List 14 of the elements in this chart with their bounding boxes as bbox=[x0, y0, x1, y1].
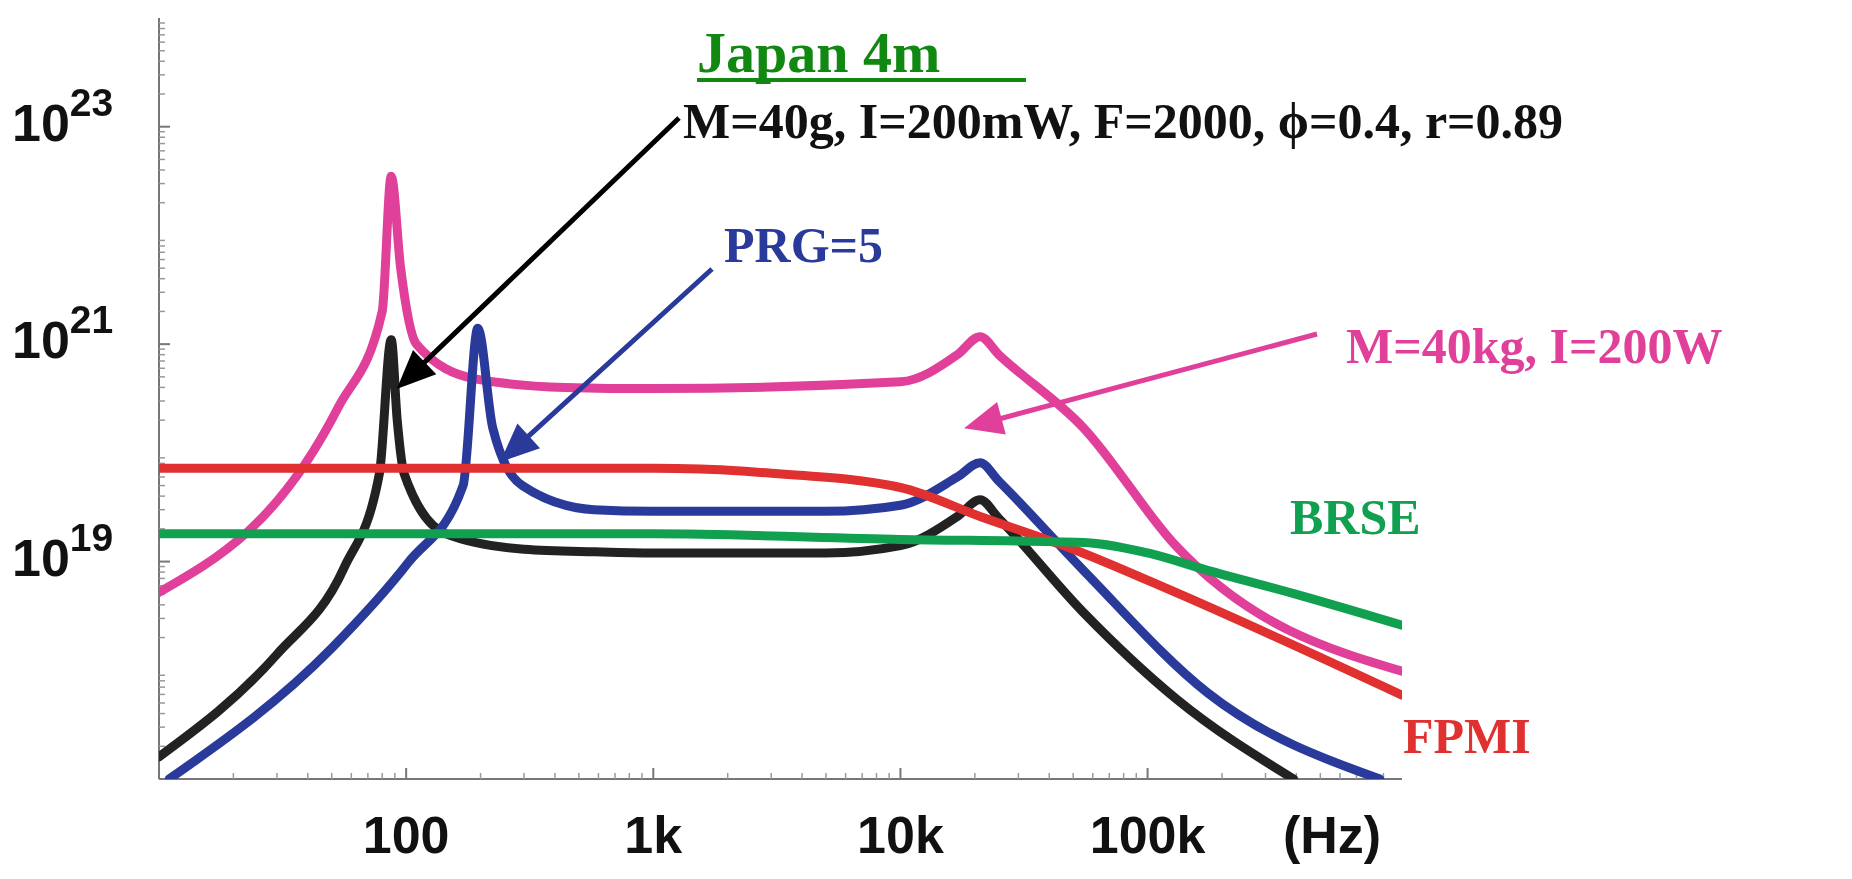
y-tick-label: 10$^{19}$ bbox=[12, 515, 114, 587]
y-tick-label: 10$^{23}$ bbox=[12, 80, 114, 152]
y-tick-label: 10$^{21}$ bbox=[12, 297, 114, 369]
x-tick-label: 100k bbox=[1089, 806, 1206, 864]
x-axis-title: (Hz) bbox=[1282, 806, 1382, 864]
chart-title: Japan 4m bbox=[697, 20, 941, 85]
text: M=40g, I=200mW, F=2000, ϕ=0.4, r=0.89 bbox=[683, 93, 1564, 149]
series-label: FPMI bbox=[1403, 708, 1531, 764]
text: M=40kg, I=200W bbox=[1346, 318, 1723, 374]
x-tick-label: 100 bbox=[362, 806, 450, 864]
series-label: BRSE bbox=[1290, 489, 1421, 545]
x-tick-label: 1k bbox=[624, 806, 683, 864]
x-tick-label: 10k bbox=[857, 806, 944, 864]
text: PRG=5 bbox=[724, 217, 884, 273]
